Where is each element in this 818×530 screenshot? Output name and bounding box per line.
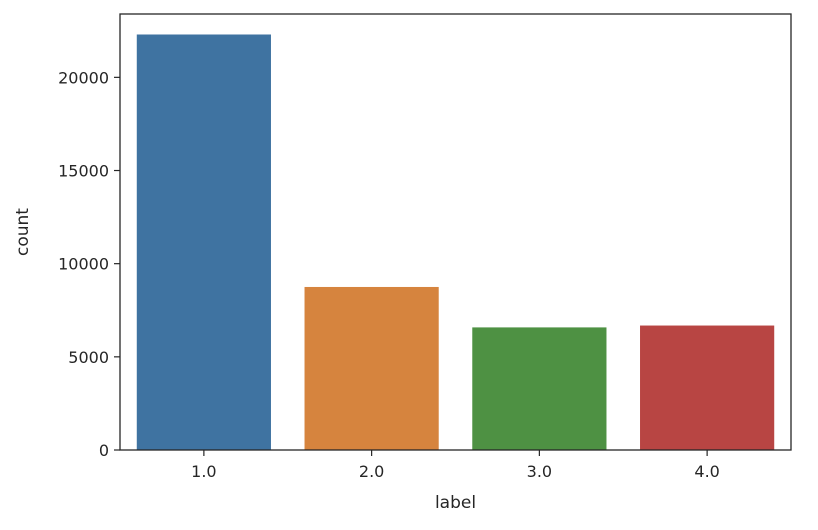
y-tick-label: 10000 [58, 255, 109, 274]
x-axis-title: label [435, 493, 476, 513]
bar-2.0 [304, 286, 439, 450]
x-tick-label: 3.0 [527, 462, 552, 481]
x-tick-label: 4.0 [694, 462, 719, 481]
plot-frame [119, 13, 792, 451]
bar-3.0 [472, 327, 607, 450]
x-axis: 1.0 2.0 3.0 4.0 [191, 450, 720, 481]
bar-4.0 [640, 325, 775, 450]
x-tick-label: 1.0 [191, 462, 216, 481]
y-axis-title: count [13, 208, 33, 256]
y-tick-label: 5000 [68, 348, 109, 367]
y-axis: 0 5000 10000 15000 20000 [58, 68, 120, 460]
bar-1.0 [136, 34, 271, 450]
y-tick-label: 15000 [58, 162, 109, 181]
x-tick-label: 2.0 [359, 462, 384, 481]
bars-layer [136, 34, 775, 450]
y-tick-label: 0 [99, 441, 109, 460]
y-tick-label: 20000 [58, 68, 109, 87]
